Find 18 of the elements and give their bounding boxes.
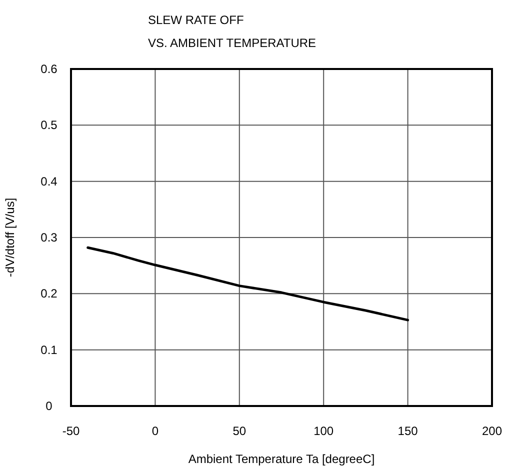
y-tick-label: 0.3 — [40, 230, 58, 244]
line-series — [86, 246, 410, 322]
x-axis-title: Ambient Temperature Ta [degreeC] — [188, 452, 375, 466]
x-tick-label: -50 — [62, 424, 80, 438]
y-axis-title: -dV/dtoff [V/us] — [3, 198, 17, 278]
y-tick-label: 0 — [46, 399, 53, 413]
x-tick-label: 50 — [232, 424, 246, 438]
x-tick-label: 200 — [482, 424, 502, 438]
y-tick-label: 0.2 — [40, 286, 58, 301]
y-tick-label: 0.6 — [40, 62, 58, 76]
x-tick-label: 100 — [314, 424, 334, 438]
chart-title: SLEW RATE OFF — [148, 13, 244, 27]
y-tick-label: 0.5 — [40, 118, 58, 132]
y-tick-label: 0.1 — [40, 342, 58, 357]
x-tick-label: 0 — [152, 424, 159, 438]
chart-subtitle: VS. AMBIENT TEMPERATURE — [148, 36, 316, 50]
x-tick-label: 150 — [398, 424, 418, 438]
y-tick-label: 0.4 — [40, 174, 58, 188]
